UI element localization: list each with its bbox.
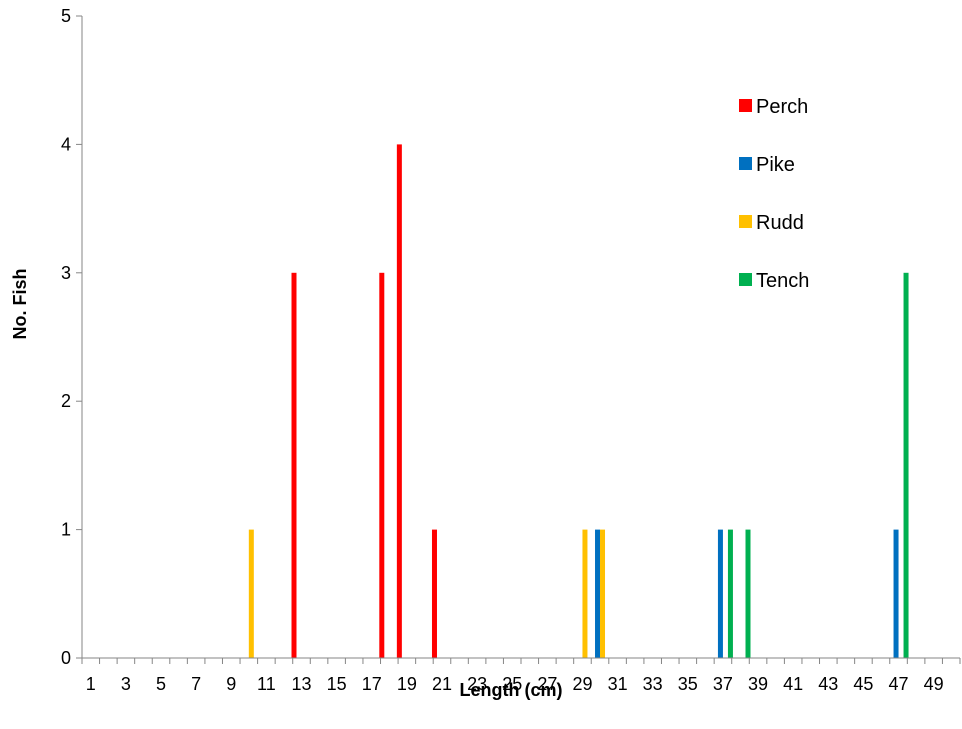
y-axis: 0 1 2 3 4 5 bbox=[61, 6, 83, 668]
y-axis-title: No. Fish bbox=[10, 269, 30, 340]
y-tick-label: 3 bbox=[61, 263, 71, 283]
bar-pike bbox=[717, 529, 723, 658]
plot-area bbox=[248, 144, 909, 658]
x-tick-label: 19 bbox=[397, 674, 417, 694]
bar-perch bbox=[431, 529, 437, 658]
bar-tench bbox=[903, 272, 909, 658]
x-tick-label: 5 bbox=[156, 674, 166, 694]
legend-label-perch: Perch bbox=[756, 96, 808, 118]
x-tick-label: 37 bbox=[713, 674, 733, 694]
bar-rudd bbox=[582, 529, 588, 658]
y-tick-label: 4 bbox=[61, 134, 71, 154]
bar-rudd bbox=[248, 529, 254, 658]
y-tick-label: 0 bbox=[61, 648, 71, 668]
x-tick-label: 3 bbox=[121, 674, 131, 694]
y-tick-label: 5 bbox=[61, 6, 71, 26]
x-tick-label: 25 bbox=[502, 674, 522, 694]
x-tick-label: 49 bbox=[924, 674, 944, 694]
x-tick-label: 21 bbox=[432, 674, 452, 694]
x-tick-label: 13 bbox=[291, 674, 311, 694]
x-tick-label: 23 bbox=[467, 674, 487, 694]
x-tick-label: 33 bbox=[643, 674, 663, 694]
legend-label-pike: Pike bbox=[756, 154, 795, 176]
legend-label-rudd: Rudd bbox=[756, 212, 804, 234]
x-axis: 1 3 5 7 9 11 13 15 17 19 21 23 25 27 29 31 33 35 37 39 41 43 4… bbox=[81, 657, 961, 694]
legend-swatch-perch bbox=[739, 99, 752, 112]
x-tick-label: 31 bbox=[608, 674, 628, 694]
bar-pike bbox=[595, 529, 601, 658]
x-tick-label: 29 bbox=[572, 674, 592, 694]
y-tick-label: 1 bbox=[61, 520, 71, 540]
x-tick-label: 11 bbox=[257, 674, 276, 694]
x-tick-label: 27 bbox=[537, 674, 557, 694]
bar-tench bbox=[745, 529, 751, 658]
legend-label-tench: Tench bbox=[756, 270, 809, 292]
x-tick-label: 47 bbox=[889, 674, 909, 694]
bar-rudd bbox=[600, 529, 606, 658]
x-tick-label: 7 bbox=[191, 674, 201, 694]
x-tick-label: 35 bbox=[678, 674, 698, 694]
x-tick-label: 43 bbox=[818, 674, 838, 694]
x-tick-label: 9 bbox=[226, 674, 236, 694]
legend-swatch-rudd bbox=[739, 215, 752, 228]
x-tick-label: 39 bbox=[748, 674, 768, 694]
x-tick-label: 41 bbox=[783, 674, 803, 694]
bar-pike bbox=[893, 529, 899, 658]
bar-perch bbox=[396, 144, 402, 658]
bar-perch bbox=[291, 272, 297, 658]
legend-swatch-pike bbox=[739, 157, 752, 170]
legend: Perch Pike Rudd Tench bbox=[739, 96, 809, 292]
x-tick-label: 15 bbox=[327, 674, 347, 694]
bar-tench bbox=[727, 529, 733, 658]
x-tick-label: 45 bbox=[853, 674, 873, 694]
y-tick-label: 2 bbox=[61, 391, 71, 411]
x-axis-title: Length (cm) bbox=[460, 680, 563, 700]
x-tick-label: 1 bbox=[86, 674, 96, 694]
legend-swatch-tench bbox=[739, 273, 752, 286]
x-tick-label: 17 bbox=[362, 674, 382, 694]
bar-perch bbox=[379, 272, 385, 658]
